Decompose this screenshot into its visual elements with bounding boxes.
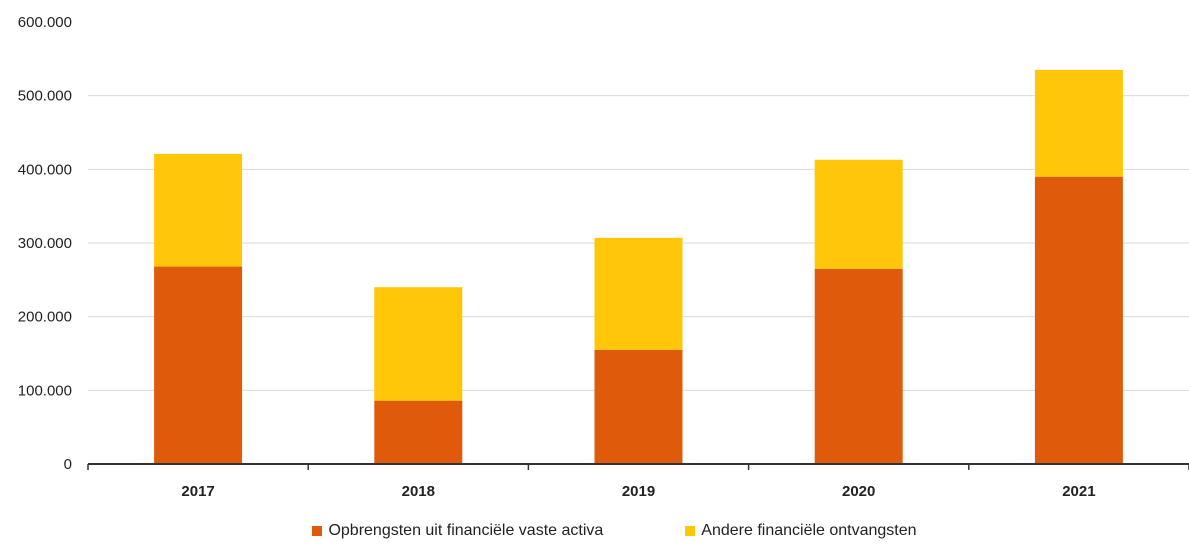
- x-axis-tick-labels: 2017 2018 2019 2020 2021: [181, 483, 1095, 500]
- y-axis-tick-labels: 0 100.000 200.000 300.000 400.000 500.000 600.…: [18, 14, 72, 473]
- bar-segment: [154, 153, 243, 267]
- x-tick-label: 2018: [402, 483, 435, 500]
- x-tick-label: 2021: [1062, 483, 1095, 500]
- bar-segment: [1034, 69, 1123, 177]
- bar-segment: [374, 400, 463, 464]
- bar-segment: [814, 268, 903, 464]
- legend-item-andere: Andere financiële ontvangsten: [685, 522, 917, 540]
- legend-label-opbrengsten: Opbrengsten uit financiële vaste activa: [328, 522, 604, 539]
- bars: [154, 69, 1123, 464]
- bar-segment: [814, 159, 903, 269]
- x-tick-label: 2020: [842, 483, 875, 500]
- y-tick-label: 200.000: [18, 309, 72, 326]
- bar-segment: [594, 237, 683, 350]
- legend-item-opbrengsten: Opbrengsten uit financiële vaste activa: [312, 522, 603, 540]
- bar-segment: [374, 287, 463, 401]
- legend-swatch-andere: [685, 526, 696, 536]
- x-tick-label: 2019: [622, 483, 655, 500]
- y-tick-label: 500.000: [18, 88, 72, 105]
- y-tick-label: 400.000: [18, 161, 72, 178]
- legend-label-andere: Andere financiële ontvangsten: [701, 522, 917, 539]
- bar-segment: [154, 266, 243, 464]
- x-axis: [87, 463, 1189, 470]
- y-tick-label: 0: [64, 456, 72, 473]
- legend: Opbrengsten uit financiële vaste activa …: [0, 522, 1189, 540]
- x-tick-label: 2017: [181, 483, 214, 500]
- y-tick-label: 600.000: [18, 14, 72, 31]
- legend-swatch-opbrengsten: [312, 526, 323, 536]
- bar-segment: [1034, 176, 1123, 464]
- y-tick-label: 100.000: [18, 382, 72, 399]
- bar-segment: [594, 349, 683, 464]
- y-tick-label: 300.000: [18, 235, 72, 252]
